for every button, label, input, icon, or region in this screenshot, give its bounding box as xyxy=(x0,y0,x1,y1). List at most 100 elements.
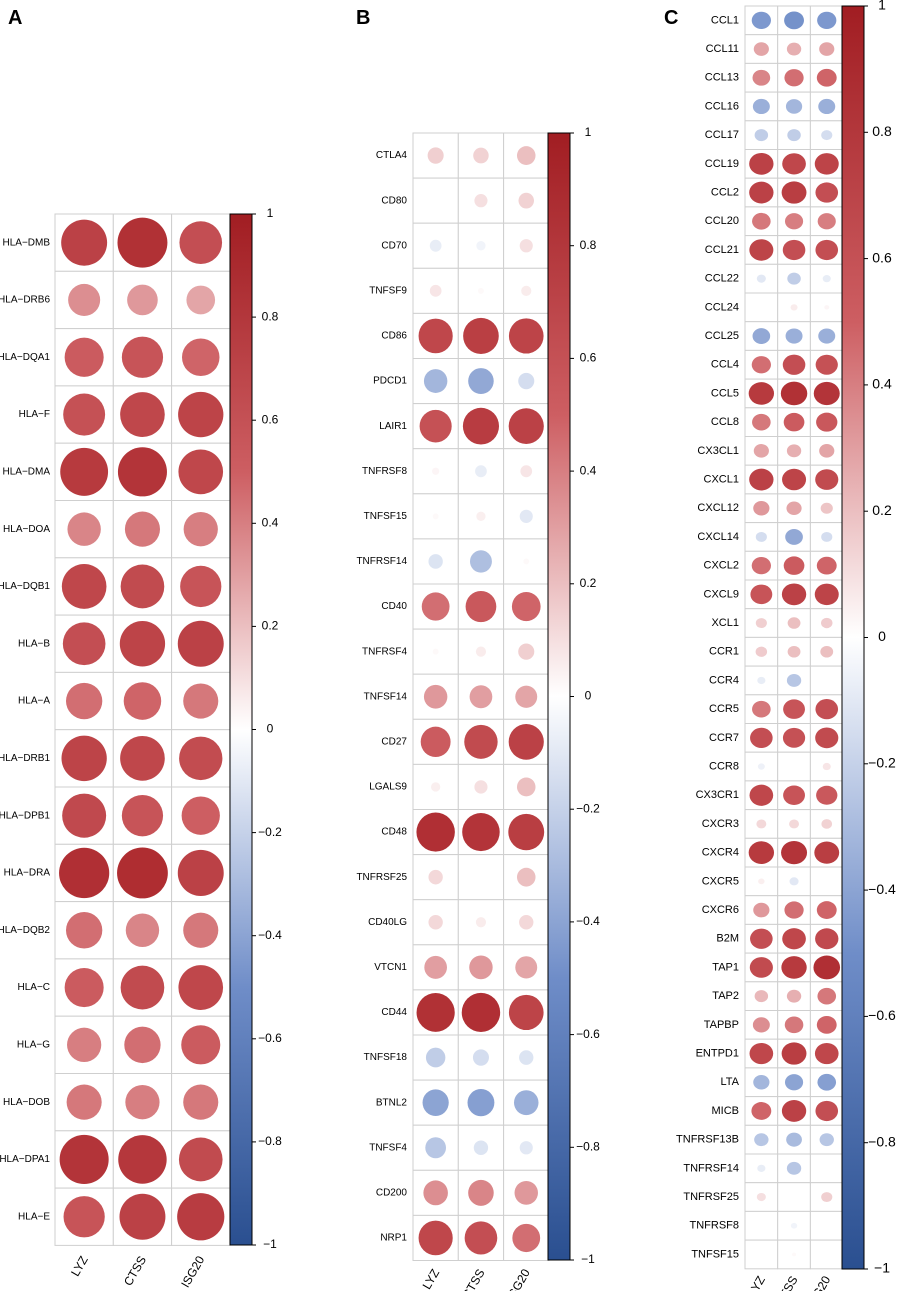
colorbar-tick-label: 0 xyxy=(585,689,592,703)
correlation-dot xyxy=(124,511,160,547)
correlation-dot xyxy=(785,328,803,344)
correlation-dot xyxy=(62,793,107,838)
row-label: HLA−B xyxy=(18,638,50,649)
row-label: TNFSF14 xyxy=(364,691,408,702)
colorbar-tick-label: −0.8 xyxy=(868,1133,896,1149)
correlation-dot xyxy=(508,994,544,1031)
colorbar-tick-label: −0.2 xyxy=(576,801,600,815)
correlation-dot xyxy=(63,393,106,436)
correlation-dot xyxy=(784,213,804,230)
correlation-dot xyxy=(784,69,804,87)
correlation-dot xyxy=(117,217,168,268)
colorbar-tick-label: 0.8 xyxy=(872,123,892,139)
row-label: XCL1 xyxy=(711,617,739,629)
row-label: CD40 xyxy=(381,601,407,612)
correlation-dot xyxy=(786,989,802,1003)
correlation-dot xyxy=(468,368,494,395)
correlation-dot xyxy=(786,42,802,56)
row-label: HLA−E xyxy=(18,1211,50,1222)
correlation-dot xyxy=(821,531,833,542)
colorbar-tick-label: −0.2 xyxy=(868,755,896,771)
row-label: CD27 xyxy=(381,736,407,747)
correlation-dot xyxy=(782,468,807,491)
correlation-dot xyxy=(117,847,168,899)
row-label: HLA−C xyxy=(17,982,50,993)
correlation-dot xyxy=(179,221,223,265)
row-label: TNFRSF8 xyxy=(690,1220,740,1232)
correlation-dot xyxy=(787,129,801,142)
correlation-dot xyxy=(117,447,167,497)
correlation-dot xyxy=(120,392,165,437)
correlation-dot xyxy=(472,1049,489,1066)
panel-label: B xyxy=(356,7,370,29)
column-label: LYZ xyxy=(68,1254,91,1279)
correlation-dot xyxy=(67,512,101,546)
row-label: CCL24 xyxy=(705,301,739,313)
colorbar-tick-label: 0 xyxy=(267,722,274,736)
grid-cell xyxy=(744,1239,779,1270)
correlation-dot xyxy=(418,1220,453,1256)
correlation-dot xyxy=(784,901,804,919)
correlation-dot xyxy=(518,372,535,390)
correlation-dot xyxy=(476,241,486,251)
correlation-dot xyxy=(183,912,219,948)
correlation-dot xyxy=(790,304,798,311)
correlation-dot xyxy=(813,955,841,980)
correlation-dot xyxy=(508,723,544,760)
correlation-dot xyxy=(752,98,770,115)
correlation-dot xyxy=(473,1140,489,1156)
correlation-dot xyxy=(64,337,104,377)
correlation-dot xyxy=(478,287,484,294)
correlation-dot xyxy=(755,618,767,629)
correlation-dot xyxy=(181,338,220,377)
correlation-dot xyxy=(816,1015,837,1034)
correlation-dot xyxy=(473,147,489,164)
correlation-dot xyxy=(475,917,487,928)
row-label: CCL4 xyxy=(711,359,739,371)
row-label: CCL25 xyxy=(705,330,739,342)
row-label: HLA−DOA xyxy=(3,524,50,535)
correlation-dot xyxy=(180,565,222,608)
colorbar-tick-label: −0.2 xyxy=(258,825,282,839)
row-label: CCL8 xyxy=(711,416,739,428)
correlation-dot xyxy=(756,274,766,283)
grid-cell xyxy=(809,665,844,696)
row-label: VTCN1 xyxy=(374,962,407,973)
correlation-dot xyxy=(416,993,455,1032)
row-label: TAP2 xyxy=(712,990,739,1002)
grid-cell xyxy=(777,292,811,323)
row-label: LTA xyxy=(720,1076,739,1088)
correlation-dot xyxy=(786,674,802,687)
grid-cell xyxy=(457,177,505,224)
correlation-dot xyxy=(512,1223,541,1253)
colorbar-tick-label: 0.4 xyxy=(872,376,892,392)
correlation-dot xyxy=(125,913,160,947)
correlation-dot xyxy=(178,1137,223,1182)
correlation-dot xyxy=(467,1089,495,1117)
correlation-dot xyxy=(749,468,774,491)
row-label: CD70 xyxy=(381,240,407,251)
correlation-dot xyxy=(815,727,839,749)
colorbar-tick-label: 0.8 xyxy=(580,238,597,252)
row-label: PDCD1 xyxy=(373,376,407,387)
correlation-dot xyxy=(431,782,441,792)
row-label: TNFRSF8 xyxy=(362,466,407,477)
row-label: CXCR6 xyxy=(702,904,739,916)
correlation-dot xyxy=(178,391,224,438)
colorbar xyxy=(547,132,571,1261)
correlation-dot xyxy=(821,130,833,141)
correlation-dot xyxy=(463,317,499,355)
correlation-dot xyxy=(65,682,103,720)
row-label: CCR7 xyxy=(709,732,739,744)
correlation-dot xyxy=(519,509,533,524)
correlation-dot xyxy=(757,1164,766,1172)
grid-cell xyxy=(744,292,779,323)
panel-c: C CCL1 CCL11 CCL13 CCL16 CCL17 CCL19 CCL2 CCL20 C… xyxy=(664,0,896,1291)
correlation-dot xyxy=(815,928,839,950)
correlation-dot xyxy=(780,381,808,406)
row-label: CCL20 xyxy=(705,215,739,227)
correlation-dot xyxy=(177,849,224,896)
correlation-dot xyxy=(786,444,802,458)
correlation-dot xyxy=(749,181,774,204)
correlation-dot xyxy=(427,147,444,164)
